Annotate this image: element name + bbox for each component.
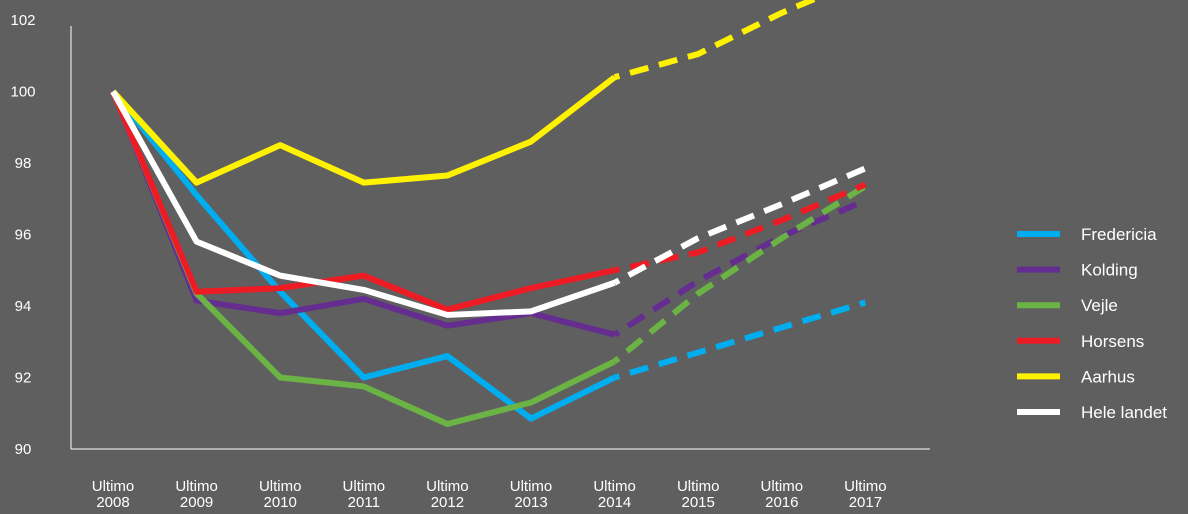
y-tick-label: 98	[15, 155, 32, 172]
x-tick-label-line: 2014	[598, 494, 631, 511]
series-line-actual	[110, 89, 616, 422]
series-line-projected	[613, 165, 867, 286]
x-tick-label-line: Ultimo	[510, 478, 553, 495]
legend-item: Hele landet	[1017, 403, 1167, 422]
legend-item: Kolding	[1017, 261, 1138, 280]
legend-item: Aarhus	[1017, 367, 1135, 386]
x-tick-label-line: 2011	[348, 494, 380, 511]
series-line-actual	[110, 90, 616, 313]
x-tick-label: Ultimo 2015	[677, 478, 720, 511]
series-fredericia	[110, 89, 867, 422]
x-tick-label-line: Ultimo	[343, 478, 386, 495]
x-tick-label-line: 2010	[264, 494, 297, 511]
x-tick-label: Ultimo 2009	[175, 478, 218, 511]
x-tick-label: Ultimo 2017	[844, 478, 887, 511]
x-tick-label: Ultimo 2011	[343, 478, 386, 511]
y-tick-label: 96	[15, 227, 32, 244]
x-tick-label: Ultimo 2014	[593, 478, 636, 511]
series-line-projected	[612, 197, 867, 338]
x-tick-label-line: Ultimo	[844, 478, 887, 495]
y-tick-label: 94	[15, 298, 32, 315]
axes	[70, 26, 930, 450]
legend-item: Fredericia	[1017, 225, 1157, 244]
series-line-actual	[110, 74, 617, 186]
series-line-actual	[110, 90, 616, 338]
x-tick-label: Ultimo 2012	[426, 478, 469, 511]
y-tick-label: 100	[10, 84, 35, 101]
x-tick-label-line: 2017	[849, 494, 882, 511]
x-tick-label-line: 2009	[180, 494, 213, 511]
x-tick-label-line: Ultimo	[426, 478, 469, 495]
legend-label: Horsens	[1081, 332, 1144, 351]
series-hele-landet	[110, 90, 867, 318]
series-aarhus	[110, 0, 820, 186]
y-tick-label: 102	[10, 12, 35, 29]
series-vejle	[110, 90, 867, 427]
x-tick-label-line: 2013	[514, 494, 547, 511]
x-tick-label-line: Ultimo	[761, 478, 804, 495]
legend-label: Aarhus	[1081, 367, 1135, 386]
x-tick-label-line: 2012	[431, 494, 464, 511]
x-tick-label-line: Ultimo	[259, 478, 302, 495]
series-horsens	[110, 90, 867, 313]
y-tick-label: 90	[15, 441, 32, 458]
legend-label: Kolding	[1081, 261, 1138, 280]
series-line-projected	[613, 0, 820, 81]
y-axis-tick-labels: 90 92 94 96 98 100 102	[10, 12, 35, 458]
legend-item: Vejle	[1017, 296, 1118, 315]
x-tick-label: Ultimo 2010	[259, 478, 302, 511]
legend-item: Horsens	[1017, 332, 1144, 351]
x-tick-label-line: Ultimo	[593, 478, 636, 495]
legend: Fredericia Kolding Vejle Horsens Aarhus Hele …	[1017, 225, 1167, 422]
x-tick-label-line: 2015	[682, 494, 715, 511]
legend-label: Hele landet	[1081, 403, 1167, 422]
x-tick-label-line: 2016	[765, 494, 798, 511]
series-lines	[110, 0, 867, 427]
series-line-projected	[613, 299, 867, 381]
series-line-projected	[612, 183, 867, 364]
series-line-actual	[110, 90, 616, 318]
x-tick-label-line: Ultimo	[677, 478, 720, 495]
x-tick-label-line: Ultimo	[92, 478, 135, 495]
legend-label: Fredericia	[1081, 225, 1157, 244]
x-tick-label-line: 2008	[96, 494, 129, 511]
x-tick-label: Ultimo 2008	[92, 478, 135, 511]
x-tick-label: Ultimo 2016	[761, 478, 804, 511]
x-tick-label-line: Ultimo	[175, 478, 218, 495]
x-tick-label: Ultimo 2013	[510, 478, 553, 511]
y-tick-label: 92	[15, 370, 32, 387]
legend-label: Vejle	[1081, 296, 1118, 315]
